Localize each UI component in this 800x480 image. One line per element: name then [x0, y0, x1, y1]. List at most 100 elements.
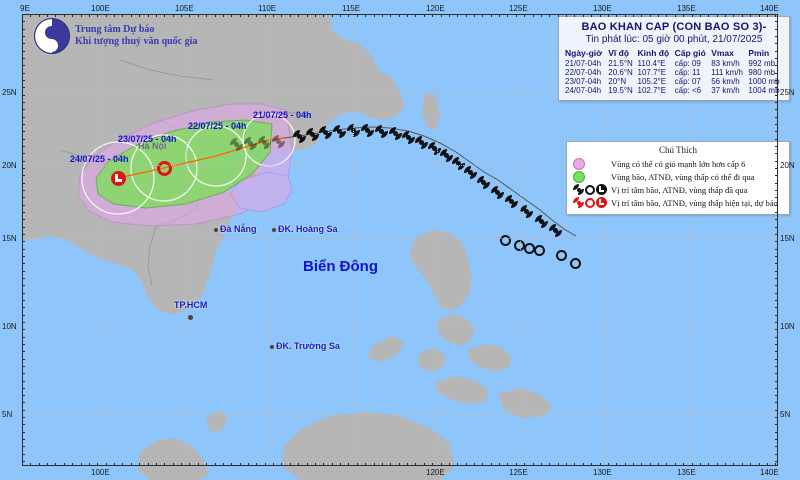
forecast-low-marker [111, 171, 126, 186]
axis-tick [775, 299, 778, 301]
axis-tick [775, 446, 778, 448]
cell-windlevel: cấp: 11 [674, 68, 701, 77]
axis-tick [775, 116, 778, 118]
axis-tick [775, 380, 778, 382]
legend-icons-wrap [573, 197, 607, 208]
axis-tick [22, 94, 25, 96]
axis-tick [22, 431, 25, 433]
axis-tick [155, 463, 157, 466]
axis-tick [482, 463, 484, 466]
axis-tick [775, 255, 778, 257]
axis-tick [22, 453, 25, 455]
axis-tick [716, 463, 718, 466]
axis-tick [22, 226, 25, 228]
axis-tick [775, 87, 778, 89]
axis-tick [298, 463, 300, 466]
axis-tick [55, 463, 57, 466]
axis-tick [775, 463, 777, 466]
axis-tick [164, 463, 166, 466]
axis-tick [775, 72, 778, 74]
axis-tick [775, 197, 778, 199]
axis-tick [22, 380, 25, 382]
city-dot-icon [272, 227, 276, 232]
axis-tick [507, 14, 509, 17]
cell-datetime: 22/07-04h [565, 68, 602, 77]
axis-tick [22, 307, 25, 309]
axis-tick [22, 292, 25, 294]
axis-tick [47, 14, 49, 17]
axis-tick [591, 463, 593, 466]
axis-tick [22, 299, 25, 301]
axis-tick [775, 277, 778, 279]
axis-tick [122, 14, 124, 17]
axis-tick [22, 439, 25, 441]
axis-tick [775, 402, 778, 404]
axis-tick [540, 463, 542, 466]
axis-tick [38, 463, 40, 466]
axis-tick [473, 14, 475, 17]
axis-tick [775, 424, 778, 426]
axis-tick [775, 248, 778, 250]
axis-tick [289, 14, 291, 17]
axis-tick [691, 463, 693, 466]
lon-tick-label: 135E [677, 468, 696, 477]
axis-tick [532, 14, 534, 17]
cell-datetime: 23/07-04h [565, 77, 602, 86]
axis-tick [22, 175, 25, 177]
lon-tick-label: 120E [426, 468, 445, 477]
axis-tick [557, 14, 559, 17]
axis-tick [22, 189, 25, 191]
axis-tick [206, 14, 208, 17]
axis-tick [440, 14, 442, 17]
axis-tick [22, 131, 25, 133]
cell-longitude: 110.4°E [637, 59, 666, 68]
storm-info-title: BAO KHAN CAP (CON BAO SO 3)- [581, 21, 767, 33]
axis-tick [490, 463, 492, 466]
axis-tick [264, 463, 266, 466]
axis-tick [306, 463, 308, 466]
axis-tick [139, 14, 141, 17]
cell-pmin: 1004 mb [748, 86, 780, 95]
axis-tick [214, 463, 216, 466]
lat-tick-label: 25N [2, 88, 17, 97]
axis-tick [515, 463, 517, 466]
cell-pmin: 980 mb [748, 68, 776, 77]
axis-tick [465, 14, 467, 17]
lon-tick-label: 120E [426, 4, 445, 13]
past-depression-marker [570, 258, 581, 269]
table-row: 22/07-04h 20.6°N 107.7°E cấp: 11 111 km/… [564, 68, 784, 77]
axis-tick [197, 14, 199, 17]
axis-tick [775, 189, 778, 191]
axis-tick [22, 351, 25, 353]
axis-tick [22, 14, 23, 17]
axis-tick [55, 14, 57, 17]
axis-tick [22, 461, 25, 463]
cell-windlevel: cấp: 07 [674, 77, 701, 86]
axis-tick [482, 14, 484, 17]
axis-tick [231, 14, 233, 17]
axis-tick [365, 14, 367, 17]
cell-vmax: 83 km/h [711, 59, 740, 68]
lat-tick-label: 15N [780, 234, 795, 243]
axis-tick [22, 241, 25, 243]
axis-tick [398, 463, 400, 466]
axis-tick [616, 14, 618, 17]
axis-tick [708, 463, 710, 466]
axis-tick [281, 14, 283, 17]
low-black-icon [596, 184, 607, 195]
past-storm-marker [272, 135, 285, 148]
city-label-tphcm: TP.HCM [174, 300, 208, 310]
cell-datetime: 24/07-04h [565, 86, 602, 95]
axis-tick [649, 14, 651, 17]
axis-tick [674, 14, 676, 17]
axis-tick [22, 219, 25, 221]
axis-tick [22, 395, 25, 397]
axis-tick [147, 463, 149, 466]
axis-tick [607, 463, 609, 466]
axis-tick [373, 14, 375, 17]
lon-tick-label: 100E [91, 468, 110, 477]
legend-label: Vị trí tâm bão, ATNĐ, vùng thấp hiện tại… [611, 197, 778, 208]
axis-tick [582, 463, 584, 466]
legend-icons-wrap [573, 170, 607, 183]
